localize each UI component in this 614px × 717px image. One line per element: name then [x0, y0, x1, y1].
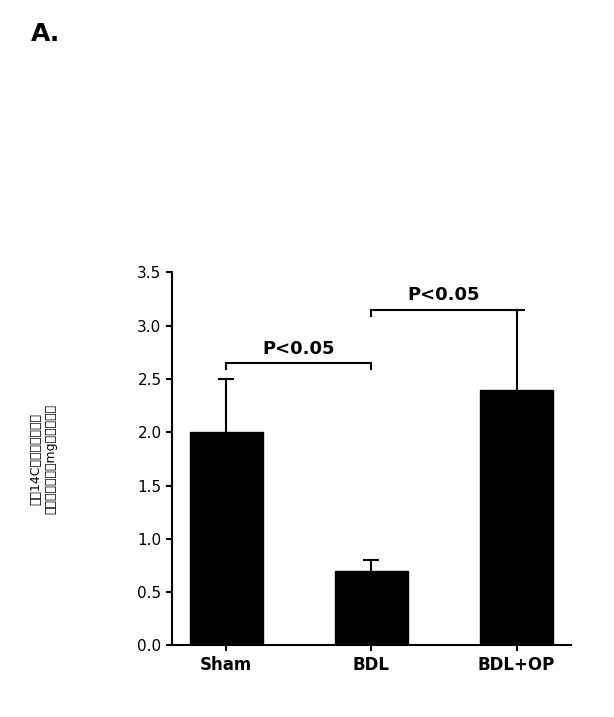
Text: P<0.05: P<0.05 [263, 340, 335, 358]
Bar [335, 571, 408, 645]
Text: 生成14C－シトルリン／
３０分／計数／mgタンパク質: 生成14C－シトルリン／ ３０分／計数／mgタンパク質 [29, 404, 57, 514]
Text: A.: A. [31, 22, 60, 45]
Bar [190, 432, 263, 645]
Text: P<0.05: P<0.05 [408, 286, 480, 305]
Bar [480, 389, 553, 645]
